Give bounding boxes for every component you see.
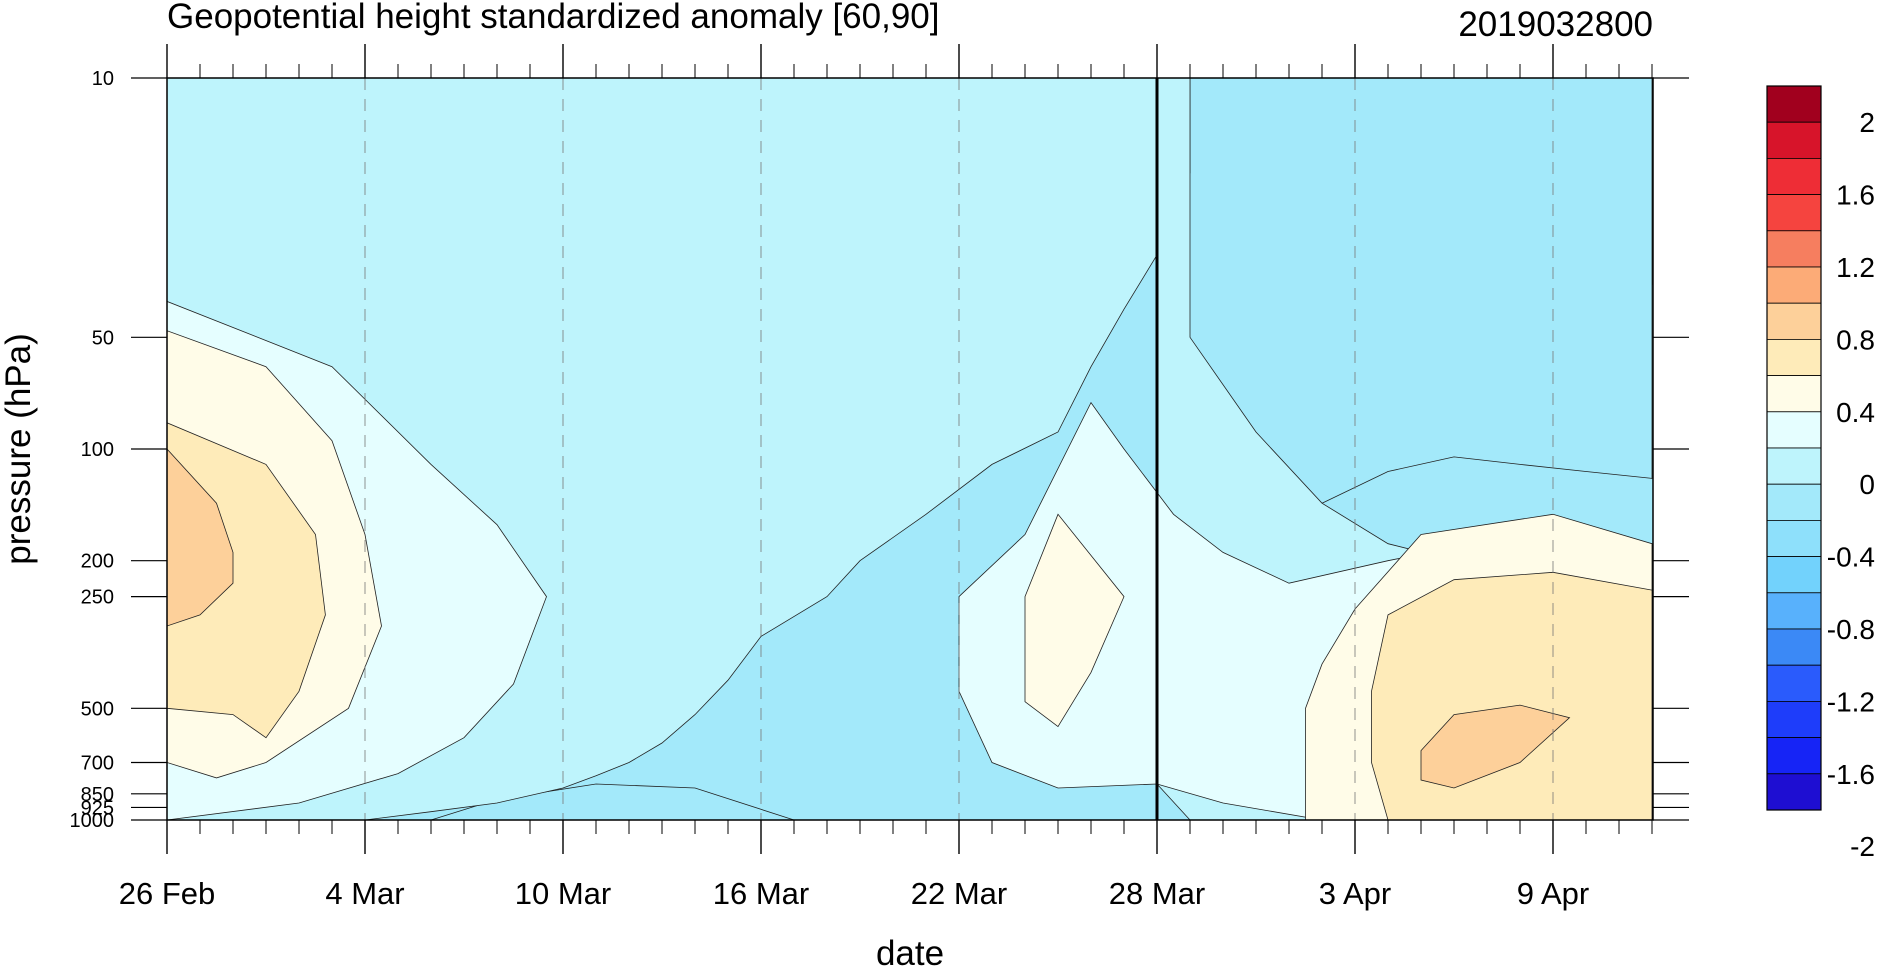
colorbar-label: -0.8 (1827, 614, 1875, 645)
colorbar-label: 2 (1859, 107, 1875, 138)
colorbar-swatch (1766, 483, 1822, 521)
y-axis-title: pressure (hPa) (0, 333, 38, 564)
colorbar-label: -2 (1850, 831, 1875, 862)
colorbar-swatch (1766, 230, 1822, 268)
colorbar: 2 1.6 1.2 0.8 0.4 0 -0.4 -0.8 -1.2 -1.6 -2 (1766, 85, 1875, 862)
colorbar-swatch (1766, 411, 1822, 449)
x-tick-label: 4 Mar (325, 876, 404, 911)
y-tick-label: 10 (92, 68, 114, 90)
x-tick-label: 26 Feb (119, 876, 216, 911)
colorbar-swatch (1766, 664, 1822, 702)
contour-region-15 (1024, 513, 1125, 728)
x-tick-label: 28 Mar (1109, 876, 1205, 911)
x-tick-label: 3 Apr (1319, 876, 1391, 911)
colorbar-swatch (1766, 773, 1822, 811)
colorbar-swatch (1766, 520, 1822, 558)
y-tick-label: 50 (92, 327, 114, 349)
contour-region-18 (1371, 571, 1653, 820)
x-tick-label: 9 Apr (1517, 876, 1589, 911)
colorbar-swatch (1766, 338, 1822, 376)
colorbar-swatch (1766, 592, 1822, 630)
x-tick-label: 22 Mar (911, 876, 1007, 911)
y-tick-label: 1000 (70, 810, 115, 832)
x-axis: 26 Feb 4 Mar 10 Mar 16 Mar 22 Mar 28 Mar 3 Apr… (119, 44, 1653, 911)
run-date-label: 2019032800 (1458, 5, 1653, 44)
colorbar-label: 1.6 (1836, 180, 1875, 211)
colorbar-swatch (1766, 85, 1822, 123)
chart-title: Geopotential height standardized anomaly… (167, 0, 939, 36)
x-axis-title: date (876, 934, 944, 969)
x-tick-label: 16 Mar (713, 876, 809, 911)
colorbar-label: -1.2 (1827, 686, 1875, 717)
colorbar-swatch (1766, 628, 1822, 666)
x-tick-label: 10 Mar (515, 876, 611, 911)
colorbar-swatch (1766, 194, 1822, 232)
colorbar-label: 0.8 (1836, 324, 1875, 355)
y-tick-label: 500 (81, 698, 114, 720)
colorbar-swatch (1766, 701, 1822, 739)
y-tick-label: 700 (81, 753, 114, 775)
colorbar-swatch (1766, 447, 1822, 485)
contour-fields (167, 78, 1653, 820)
colorbar-swatch (1766, 302, 1822, 340)
contour-region-19 (167, 448, 234, 627)
colorbar-label: 1.2 (1836, 252, 1875, 283)
colorbar-label: -1.6 (1827, 759, 1875, 790)
colorbar-swatch (1766, 375, 1822, 413)
y-tick-label: 100 (81, 439, 114, 461)
colorbar-label: 0.4 (1836, 397, 1875, 428)
y-tick-label: 200 (81, 551, 114, 573)
colorbar-swatch (1766, 737, 1822, 775)
colorbar-label: -0.4 (1827, 542, 1875, 573)
colorbar-swatch (1766, 157, 1822, 195)
y-tick-label: 850 (81, 784, 114, 806)
colorbar-swatch (1766, 266, 1822, 304)
colorbar-swatch (1766, 556, 1822, 594)
colorbar-swatch (1766, 121, 1822, 159)
contour-region-20 (1420, 704, 1571, 789)
y-tick-label: 250 (81, 587, 114, 609)
y-tick-label: 925 (81, 797, 114, 819)
colorbar-label: 0 (1859, 469, 1875, 500)
colorbar-frame (1766, 85, 1822, 811)
